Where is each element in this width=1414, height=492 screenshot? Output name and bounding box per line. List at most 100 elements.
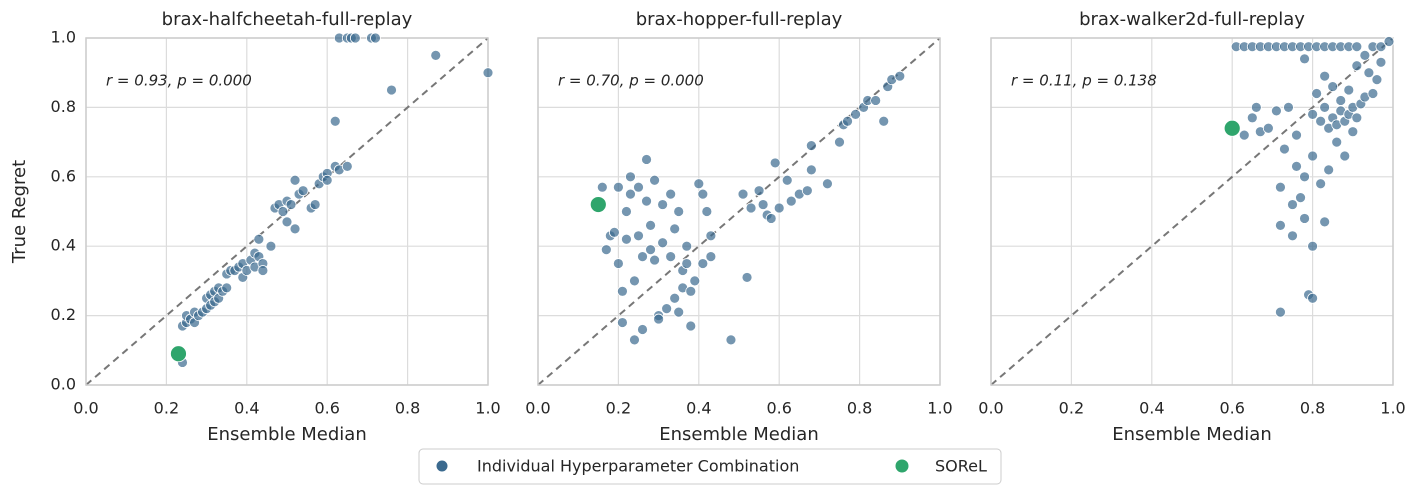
y-tick-label: 1.0 — [51, 28, 76, 47]
point — [309, 199, 321, 210]
point — [834, 136, 845, 148]
point — [629, 275, 640, 287]
x-tick-label: 0.8 — [847, 399, 872, 418]
x-axis-label: Ensemble Median — [207, 424, 366, 445]
point — [637, 324, 648, 335]
point — [1262, 122, 1274, 134]
point — [297, 185, 309, 197]
point — [608, 226, 620, 238]
point — [1287, 230, 1298, 242]
point — [1307, 150, 1318, 162]
point — [341, 160, 353, 172]
point — [705, 251, 717, 263]
point — [1375, 56, 1387, 68]
point — [657, 199, 669, 210]
x-tick-label: 0.0 — [525, 399, 550, 418]
point — [1246, 112, 1258, 124]
point — [600, 244, 612, 256]
point — [617, 317, 628, 328]
point — [1347, 126, 1359, 138]
point — [641, 154, 652, 165]
point — [633, 230, 644, 242]
point — [653, 313, 664, 325]
point — [693, 178, 705, 190]
point — [697, 258, 709, 269]
x-tick-label: 0.0 — [73, 399, 98, 418]
point — [689, 275, 701, 287]
point — [1371, 74, 1383, 86]
plot-frame — [537, 37, 941, 386]
highlight-point — [589, 196, 607, 213]
point — [641, 195, 652, 207]
point — [705, 230, 717, 242]
point — [1315, 178, 1327, 190]
point — [625, 171, 636, 183]
point — [645, 244, 656, 256]
point — [1275, 306, 1286, 318]
point — [737, 188, 749, 200]
highlight-point — [1223, 119, 1241, 137]
point — [894, 70, 906, 82]
point — [1250, 102, 1262, 113]
point — [870, 95, 882, 106]
point — [1331, 136, 1343, 148]
point — [669, 292, 681, 304]
point — [665, 188, 677, 200]
point — [633, 181, 644, 193]
point — [1335, 95, 1347, 106]
point — [257, 265, 269, 276]
point — [1238, 129, 1250, 141]
point — [1307, 240, 1318, 252]
point — [277, 206, 289, 217]
x-tick-label: 0.4 — [686, 399, 711, 418]
point — [482, 67, 494, 79]
point — [745, 202, 757, 214]
x-tick-label: 0.2 — [154, 399, 179, 418]
point — [1351, 112, 1363, 124]
point — [430, 49, 442, 61]
legend-label: SOReL — [935, 457, 987, 476]
point — [265, 240, 277, 252]
annotation: r = 0.93, p = 0.000 — [106, 72, 252, 90]
point — [613, 258, 624, 269]
legend-box — [418, 448, 1002, 485]
point — [617, 285, 628, 297]
point — [329, 115, 341, 127]
point — [673, 306, 685, 318]
point — [1367, 88, 1379, 99]
point — [669, 223, 681, 235]
point — [805, 164, 817, 176]
point — [1323, 164, 1335, 176]
point — [621, 233, 632, 245]
x-tick-label: 0.2 — [1059, 399, 1084, 418]
point — [1359, 49, 1371, 61]
point — [1375, 41, 1387, 53]
point — [673, 206, 685, 217]
point — [842, 115, 853, 127]
point — [289, 174, 301, 186]
x-tick-label: 1.0 — [475, 399, 500, 418]
point — [822, 178, 833, 190]
point — [665, 251, 677, 263]
point — [1307, 292, 1318, 304]
point — [1351, 41, 1363, 53]
y-tick-label: 0.4 — [51, 236, 76, 255]
point — [370, 32, 381, 44]
annotation: r = 0.70, p = 0.000 — [558, 72, 704, 90]
point — [1319, 216, 1331, 228]
point — [1327, 81, 1339, 92]
chart-title: brax-halfcheetah-full-replay — [162, 9, 413, 30]
point — [757, 199, 769, 210]
chart-title: brax-hopper-full-replay — [636, 9, 843, 30]
point — [649, 174, 660, 186]
point — [753, 185, 765, 197]
point — [281, 216, 293, 228]
point — [253, 233, 265, 245]
y-tick-label: 0.0 — [51, 375, 76, 394]
point — [386, 84, 397, 96]
point — [697, 188, 709, 200]
y-tick-label: 0.2 — [51, 305, 76, 324]
x-tick-label: 1.0 — [927, 399, 952, 418]
point — [878, 115, 890, 127]
